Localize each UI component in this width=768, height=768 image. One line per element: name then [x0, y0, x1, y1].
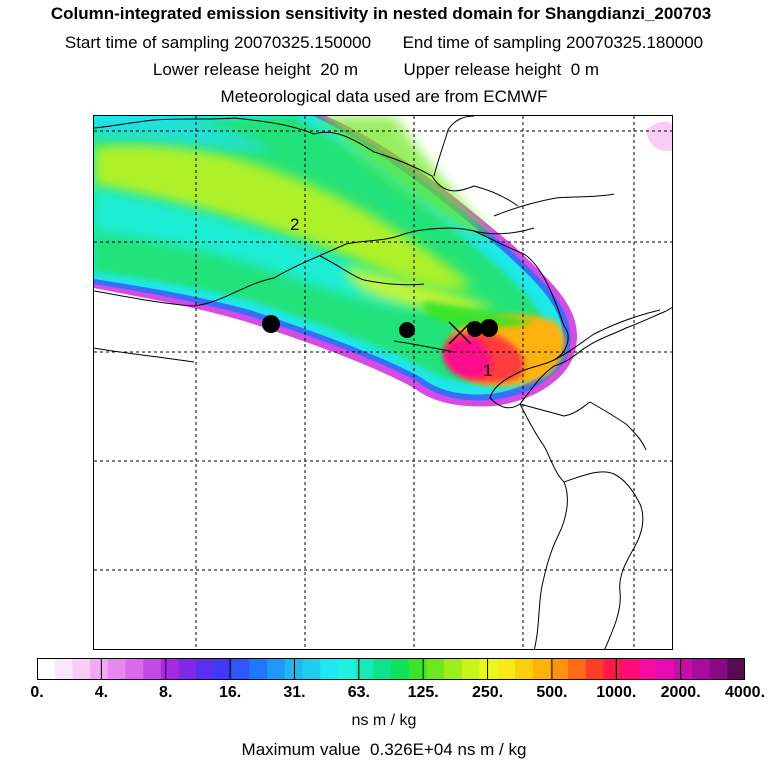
color-scale-swatch — [514, 658, 534, 680]
plume-pink-core — [443, 337, 492, 379]
color-scale-swatch — [160, 658, 180, 680]
color-scale-swatch — [143, 658, 162, 680]
color-scale-swatch — [568, 658, 587, 680]
color-scale-tick-label: 1000. — [596, 684, 637, 701]
sampling-time-line: Start time of sampling 20070325.150000 E… — [0, 33, 768, 53]
plume-field — [94, 116, 672, 407]
release-height-line: Lower release height 20 m Upper release … — [0, 60, 760, 80]
color-scale-swatch — [391, 658, 410, 680]
color-scale-swatch — [461, 658, 480, 680]
color-scale-bar — [37, 658, 745, 680]
plume-band-cyan-1 — [94, 188, 434, 308]
point-label-2: 2 — [290, 215, 299, 234]
color-scale-tick-label: 16. — [218, 684, 242, 701]
marker-dot — [262, 315, 280, 333]
color-scale-swatch — [107, 658, 126, 680]
max-value: 0.326E+04 ns m / kg — [370, 740, 527, 759]
plume-green-tail — [423, 301, 534, 328]
color-scale-tick-label: 31. — [283, 684, 306, 701]
color-scale-swatch — [320, 658, 339, 680]
color-scale-swatch — [196, 658, 215, 680]
color-scale-swatch — [709, 658, 728, 680]
color-scale-tick-label: 125. — [407, 684, 439, 701]
color-scale-tick-label: 8. — [159, 684, 173, 701]
plume-band-cyan-2 — [94, 116, 274, 152]
color-scale-swatch — [231, 658, 250, 680]
max-value-line: Maximum value 0.326E+04 ns m / kg — [0, 740, 768, 760]
upper-label: Upper release height — [403, 60, 562, 79]
color-scale-swatch — [337, 658, 357, 680]
color-scale-tick-label: 2000. — [660, 684, 701, 701]
color-scale-swatch — [585, 658, 604, 680]
color-scale-swatch — [408, 658, 427, 680]
color-scale-swatch — [373, 658, 392, 680]
color-scale-swatch — [638, 658, 657, 680]
marker-dot — [399, 322, 415, 338]
color-scale-swatch — [674, 658, 693, 680]
color-scale-swatch — [444, 658, 463, 680]
color-scale-tick-label: 250. — [471, 684, 504, 701]
map-canvas: 2 1 — [94, 116, 672, 649]
color-scale-swatch — [727, 658, 745, 680]
color-scale-swatch — [72, 658, 91, 680]
plume-band-green-2 — [314, 116, 494, 236]
plume-patch-ne — [646, 121, 672, 151]
color-scale-tick-label: 4000. — [724, 684, 766, 701]
max-label: Maximum value — [241, 740, 361, 759]
color-scale-swatch — [479, 658, 498, 680]
plume-band-yellow-1 — [94, 143, 474, 289]
start-label: Start time of sampling — [64, 33, 230, 52]
color-scale-swatch — [54, 658, 73, 680]
color-scale-swatch — [497, 658, 516, 680]
plume-band-yellow-2 — [344, 266, 494, 312]
marker-dot — [467, 321, 483, 337]
color-scale-swatch — [37, 658, 56, 680]
receptor-x-icon — [448, 321, 472, 345]
color-scale-swatch — [621, 658, 640, 680]
color-scale-swatch — [550, 658, 569, 680]
end-label: End time of sampling — [402, 33, 562, 52]
color-scale-tick-label: 4. — [94, 684, 109, 701]
color-scale-swatch — [284, 658, 303, 680]
trajectory-markers — [262, 315, 498, 338]
color-scale-swatch — [426, 658, 445, 680]
color-scale-tick-label: 0. — [30, 684, 44, 701]
end-value: 20070325.180000 — [566, 33, 704, 52]
start-value: 20070325.150000 — [234, 33, 372, 52]
unit-label: ns m / kg — [351, 712, 417, 729]
graticule — [94, 116, 672, 649]
color-scale-swatch — [214, 658, 233, 680]
color-scale-border — [37, 658, 745, 680]
lower-value: 20 m — [320, 60, 358, 79]
color-scale-swatch — [90, 658, 109, 680]
lower-label: Lower release height — [152, 60, 311, 79]
color-scale-swatch — [249, 658, 268, 680]
color-scale-swatch — [302, 658, 321, 680]
upper-value: 0 m — [570, 60, 600, 79]
color-scale-swatch — [532, 658, 551, 680]
color-scale-swatch — [603, 658, 622, 680]
color-scale-swatch — [125, 658, 144, 680]
color-scale-swatch — [267, 658, 286, 680]
color-scale-tick-label: 63. — [347, 684, 370, 701]
color-scale-swatch — [691, 658, 711, 680]
sensitivity-map: 2 1 — [93, 115, 673, 650]
color-scale-swatch — [656, 658, 675, 680]
point-label-1: 1 — [483, 361, 492, 380]
met-data-line: Meteorological data used are from ECMWF — [220, 87, 548, 106]
marker-dot — [480, 319, 498, 337]
color-scale-swatch — [178, 658, 197, 680]
color-scale-tick-label: 500. — [536, 684, 568, 701]
map-title: Column-integrated emission sensitivity i… — [50, 4, 712, 23]
color-scale-swatch — [355, 658, 374, 680]
coastlines — [94, 116, 672, 649]
